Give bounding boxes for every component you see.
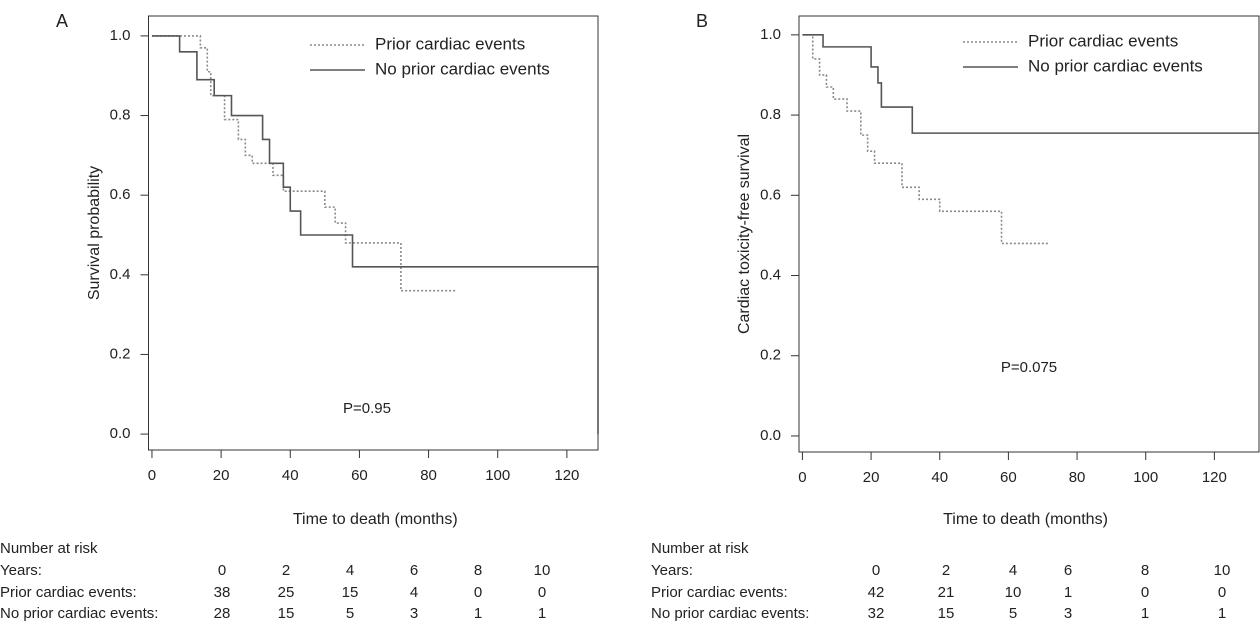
risk-table-year: 4 [1009,562,1017,579]
risk-table-title: Number at risk [0,540,98,557]
risk-table-cell: 3 [1064,605,1072,622]
survival-curve [802,34,1259,134]
risk-table-row-label: Prior cardiac events: [0,584,137,601]
risk-table-cell: 15 [278,605,295,622]
risk-table-cell: 28 [214,605,231,622]
risk-table-row-label: No prior cardiac events: [651,605,809,622]
y-axis-label: Survival probability [86,166,103,300]
risk-table-cell: 38 [214,584,231,601]
plot-frame [798,15,1260,453]
x-tick-label: 100 [1133,469,1158,486]
risk-table-cell: 15 [342,584,359,601]
risk-table-cell: 0 [474,584,482,601]
risk-table-header: Years: [651,562,693,579]
legend-label: No prior cardiac events [1028,56,1203,75]
panel-label: B [696,11,708,31]
y-tick-label: 0.4 [110,266,131,283]
x-tick-label: 100 [485,467,510,484]
risk-table-cell: 1 [1141,605,1149,622]
x-tick-label: 40 [282,467,299,484]
risk-table-year: 4 [346,562,354,579]
risk-table-cell: 1 [1064,584,1072,601]
x-tick-label: 20 [213,467,230,484]
x-tick-label: 60 [351,467,368,484]
survival-curve [151,35,457,292]
risk-table-year: 0 [218,562,226,579]
risk-table-year: 6 [410,562,418,579]
risk-table-year: 2 [282,562,290,579]
risk-table-row-label: No prior cardiac events: [0,605,158,622]
legend-label: Prior cardiac events [1028,31,1178,50]
risk-table-year: 6 [1064,562,1072,579]
risk-table-cell: 4 [410,584,418,601]
risk-table-year: 0 [872,562,880,579]
risk-table-cell: 42 [868,584,885,601]
x-tick-label: 40 [931,469,948,486]
risk-table-year: 2 [942,562,950,579]
x-tick-label: 20 [863,469,880,486]
x-tick-label: 120 [554,467,579,484]
y-tick-label: 0.8 [110,107,131,124]
risk-table-cell: 1 [474,605,482,622]
survival-curve [802,34,1050,245]
y-tick-label: 0.2 [110,345,131,362]
legend-label: Prior cardiac events [375,34,525,53]
risk-table-cell: 21 [938,584,955,601]
y-tick-label: 0.6 [110,186,131,203]
risk-table-title: Number at risk [651,540,749,557]
y-tick-label: 0.0 [110,425,131,442]
y-axis-label: Cardiac toxicity-free survival [736,134,753,334]
risk-table-year: 8 [474,562,482,579]
y-tick-label: 0.6 [760,186,781,203]
risk-table-year: 10 [534,562,551,579]
risk-table-cell: 32 [868,605,885,622]
risk-table-cell: 0 [1141,584,1149,601]
x-tick-label: 120 [1202,469,1227,486]
x-tick-label: 60 [1000,469,1017,486]
y-tick-label: 0.2 [760,347,781,364]
annotation: P=0.075 [1001,359,1057,376]
risk-table-year: 8 [1141,562,1149,579]
x-tick-label: 80 [1069,469,1086,486]
y-tick-label: 0.8 [760,106,781,123]
x-tick-label: 80 [420,467,437,484]
risk-table-cell: 1 [538,605,546,622]
risk-table-year: 10 [1214,562,1231,579]
risk-table-cell: 3 [410,605,418,622]
y-tick-label: 1.0 [110,27,131,44]
x-axis-label: Time to death (months) [943,511,1108,528]
legend-label: No prior cardiac events [375,59,550,78]
panel-label: A [56,11,68,31]
risk-table-row-label: Prior cardiac events: [651,584,788,601]
risk-table-cell: 25 [278,584,295,601]
risk-table-cell: 10 [1005,584,1022,601]
annotation: P=0.95 [343,400,391,417]
risk-table-cell: 15 [938,605,955,622]
risk-table-cell: 5 [346,605,354,622]
y-tick-label: 1.0 [760,26,781,43]
y-tick-label: 0.4 [760,266,781,283]
risk-table-cell: 5 [1009,605,1017,622]
x-tick-label: 0 [148,467,156,484]
x-axis-label: Time to death (months) [293,511,458,528]
risk-table-header: Years: [0,562,42,579]
survival-curve [151,35,599,435]
plot-frame [148,15,599,451]
y-tick-label: 0.0 [760,427,781,444]
risk-table-cell: 0 [1218,584,1226,601]
risk-table-cell: 1 [1218,605,1226,622]
risk-table-cell: 0 [538,584,546,601]
x-tick-label: 0 [798,469,806,486]
